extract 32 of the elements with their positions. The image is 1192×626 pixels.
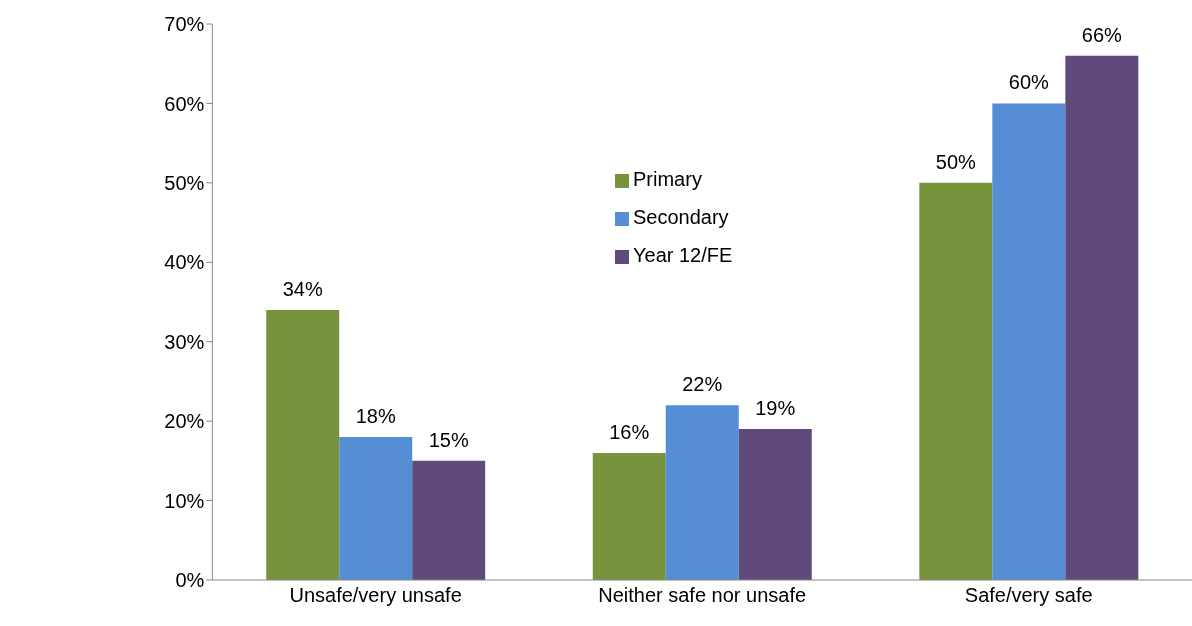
- x-tick-label: Unsafe/very unsafe: [289, 584, 462, 607]
- data-label: 15%: [428, 428, 469, 451]
- y-tick-label: 20%: [164, 410, 205, 433]
- bar: [412, 460, 486, 580]
- x-tick-label: Neither safe nor unsafe: [598, 584, 807, 607]
- legend-label: Primary: [633, 168, 702, 190]
- bar: [738, 429, 812, 580]
- y-tick-label: 40%: [164, 251, 205, 274]
- bar: [919, 182, 993, 580]
- bar: [266, 309, 340, 580]
- bar: [339, 437, 413, 580]
- y-tick-label: 30%: [164, 330, 205, 353]
- data-label: 50%: [935, 150, 977, 173]
- data-label: 19%: [755, 397, 796, 420]
- bar: [665, 405, 739, 580]
- data-label: 66%: [1081, 23, 1123, 46]
- data-label: 16%: [609, 420, 650, 443]
- legend-label: Year 12/FE: [633, 244, 733, 266]
- data-label: 18%: [355, 405, 396, 428]
- data-label: 34%: [282, 277, 323, 300]
- legend-label: Secondary: [633, 206, 729, 228]
- bar: [1065, 55, 1139, 580]
- bar: [592, 452, 666, 580]
- y-tick-label: 50%: [164, 171, 205, 194]
- bar: [992, 103, 1066, 580]
- y-tick-label: 60%: [164, 92, 205, 115]
- data-label: 60%: [1008, 71, 1050, 94]
- x-tick-label: Safe/very safe: [964, 584, 1093, 607]
- y-tick-label: 70%: [164, 13, 205, 36]
- y-tick-label: 10%: [164, 489, 205, 512]
- y-tick-label: 0%: [175, 569, 205, 592]
- data-label: 22%: [682, 373, 723, 396]
